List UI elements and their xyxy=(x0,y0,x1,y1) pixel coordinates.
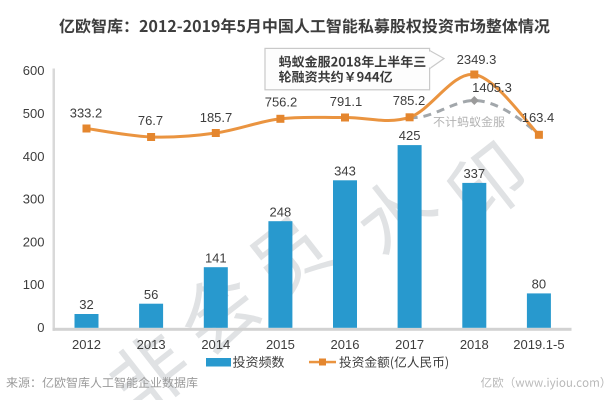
svg-text:248: 248 xyxy=(270,204,292,219)
svg-text:300: 300 xyxy=(23,192,45,207)
svg-text:100: 100 xyxy=(23,277,45,292)
svg-text:32: 32 xyxy=(79,297,93,312)
svg-text:785.2: 785.2 xyxy=(393,93,426,108)
svg-text:2014: 2014 xyxy=(201,337,230,352)
svg-text:500: 500 xyxy=(23,106,45,121)
svg-text:56: 56 xyxy=(144,287,158,302)
svg-text:791.1: 791.1 xyxy=(330,94,363,109)
svg-text:163.4: 163.4 xyxy=(522,110,555,125)
svg-text:2013: 2013 xyxy=(137,337,166,352)
svg-text:333.2: 333.2 xyxy=(70,106,103,121)
svg-text:2018: 2018 xyxy=(460,337,489,352)
svg-text:185.7: 185.7 xyxy=(200,110,233,125)
svg-text:343: 343 xyxy=(334,163,356,178)
svg-text:400: 400 xyxy=(23,149,45,164)
svg-text:2012: 2012 xyxy=(72,337,101,352)
svg-text:76.7: 76.7 xyxy=(138,113,163,128)
svg-text:200: 200 xyxy=(23,234,45,249)
svg-text:425: 425 xyxy=(399,128,421,143)
svg-text:1405.3: 1405.3 xyxy=(472,80,512,95)
svg-text:2015: 2015 xyxy=(266,337,295,352)
svg-text:80: 80 xyxy=(532,277,546,292)
svg-text:141: 141 xyxy=(205,250,227,265)
svg-text:2016: 2016 xyxy=(331,337,360,352)
svg-text:0: 0 xyxy=(37,320,44,335)
svg-text:337: 337 xyxy=(463,166,485,181)
svg-text:756.2: 756.2 xyxy=(265,94,298,109)
svg-text:600: 600 xyxy=(23,63,45,78)
svg-text:2019.1-5: 2019.1-5 xyxy=(513,337,564,352)
svg-text:2017: 2017 xyxy=(395,337,424,352)
svg-text:2349.3: 2349.3 xyxy=(457,52,497,67)
